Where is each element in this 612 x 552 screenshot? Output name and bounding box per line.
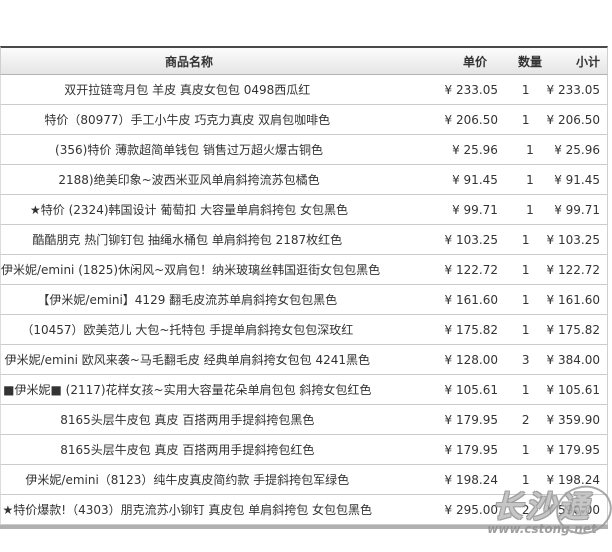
product-name: 伊米妮/emini 欧风来袭~马毛翻毛皮 经典单肩斜挎女包包 4241黑色 — [4, 353, 370, 367]
table-bottom-bar — [0, 525, 608, 529]
quantity: 1 — [526, 202, 534, 217]
unit-price: ¥ 99.71 — [452, 202, 498, 217]
table-row: （10457）欧美范儿 大包~托特包 手提单肩斜挎女包包深玫红 ¥ 175.82… — [0, 315, 608, 345]
product-name: 8165头层牛皮包 真皮 百搭两用手提斜挎包红色 — [60, 443, 315, 457]
unit-price: ¥ 128.00 — [444, 352, 498, 367]
table-row: 特价（80977）手工小牛皮 巧克力真皮 双肩包咖啡色 ¥ 206.50 1 ¥… — [0, 105, 608, 135]
subtotal: ¥ 206.50 — [546, 112, 600, 127]
table-row: ■伊米妮■ (2117)花样女孩~实用大容量花朵单肩包包 斜挎女包红色 ¥ 10… — [0, 375, 608, 405]
quantity: 1 — [521, 82, 530, 97]
quantity: 3 — [521, 352, 530, 367]
unit-price: ¥ 161.60 — [444, 292, 498, 307]
subtotal: ¥ 590.00 — [546, 502, 600, 517]
product-name: 8165头层牛皮包 真皮 百搭两用手提斜挎包黑色 — [60, 413, 315, 427]
subtotal: ¥ 359.90 — [546, 412, 600, 427]
header-product-name: 商品名称 — [164, 54, 213, 69]
table-row: (356)特价 薄款超简单钱包 销售过万超火爆古铜色 ¥ 25.96 1 ¥ 2… — [0, 135, 608, 165]
quantity: 1 — [521, 442, 530, 457]
quantity: 1 — [521, 382, 530, 397]
subtotal: ¥ 161.60 — [546, 292, 600, 307]
unit-price: ¥ 295.00 — [444, 502, 498, 517]
product-name: 双开拉链弯月包 羊皮 真皮女包包 0498西瓜红 — [64, 83, 311, 97]
subtotal: ¥ 233.05 — [546, 82, 600, 97]
table-row: 伊米妮/emini 欧风来袭~马毛翻毛皮 经典单肩斜挎女包包 4241黑色 ¥ … — [0, 345, 608, 375]
product-name: (356)特价 薄款超简单钱包 销售过万超火爆古铜色 — [55, 143, 323, 157]
product-name: 伊米妮/emini（8123）纯牛皮真皮简约款 手提斜挎包军绿色 — [25, 473, 350, 487]
subtotal: ¥ 103.25 — [546, 232, 600, 247]
table-row: ★特价爆款!（4303）朋克流苏小铆钉 真皮包 单肩斜挎包 女包包黑色 ¥ 29… — [0, 495, 608, 525]
quantity: 1 — [521, 322, 530, 337]
product-name: 2188)绝美印象~波西米亚风单肩斜挎流苏包橘色 — [58, 173, 320, 187]
subtotal: ¥ 122.72 — [546, 262, 600, 277]
order-table: 商品名称 单价 数量 小计 双开拉链弯月包 羊皮 真皮女包包 0498西瓜红 ¥… — [0, 46, 608, 529]
subtotal: ¥ 91.45 — [554, 172, 600, 187]
table-row: ★特价 (2324)韩国设计 葡萄扣 大容量单肩斜挎包 女包黑色 ¥ 99.71… — [0, 195, 608, 225]
unit-price: ¥ 233.05 — [444, 82, 498, 97]
unit-price: ¥ 122.72 — [444, 262, 498, 277]
header-quantity: 数量 — [517, 54, 542, 69]
table-header-row: 商品名称 单价 数量 小计 — [0, 46, 608, 75]
table-row: 【伊米妮/emini】4129 翻毛皮流苏单肩斜挎女包包黑色 ¥ 161.60 … — [0, 285, 608, 315]
quantity: 1 — [526, 142, 534, 157]
product-name: ★特价 (2324)韩国设计 葡萄扣 大容量单肩斜挎包 女包黑色 — [30, 203, 348, 217]
table-row: 8165头层牛皮包 真皮 百搭两用手提斜挎包黑色 ¥ 179.95 2 ¥ 35… — [0, 405, 608, 435]
quantity: 1 — [521, 232, 530, 247]
quantity: 2 — [521, 502, 530, 517]
unit-price: ¥ 103.25 — [444, 232, 498, 247]
product-name: 伊米妮/emini (1825)休闲风~双肩包！纳米玻璃丝韩国逛街女包包黑色 — [1, 263, 381, 277]
subtotal: ¥ 179.95 — [546, 442, 600, 457]
product-name: ■伊米妮■ (2117)花样女孩~实用大容量花朵单肩包包 斜挎女包红色 — [3, 383, 372, 397]
unit-price: ¥ 179.95 — [444, 412, 498, 427]
quantity: 1 — [521, 292, 530, 307]
table-row: 双开拉链弯月包 羊皮 真皮女包包 0498西瓜红 ¥ 233.05 1 ¥ 23… — [0, 75, 608, 105]
header-subtotal: 小计 — [575, 54, 600, 69]
order-table-body: 双开拉链弯月包 羊皮 真皮女包包 0498西瓜红 ¥ 233.05 1 ¥ 23… — [0, 75, 608, 525]
unit-price: ¥ 105.61 — [444, 382, 498, 397]
product-name: 酷酷朋克 热门铆钉包 抽绳水桶包 单肩斜挎包 2187枚红色 — [32, 233, 343, 247]
product-name: ★特价爆款!（4303）朋克流苏小铆钉 真皮包 单肩斜挎包 女包包黑色 — [2, 503, 373, 517]
subtotal: ¥ 105.61 — [546, 382, 600, 397]
unit-price: ¥ 175.82 — [444, 322, 498, 337]
product-name: 【伊米妮/emini】4129 翻毛皮流苏单肩斜挎女包包黑色 — [37, 293, 338, 307]
unit-price: ¥ 25.96 — [452, 142, 498, 157]
table-row: 8165头层牛皮包 真皮 百搭两用手提斜挎包红色 ¥ 179.95 1 ¥ 17… — [0, 435, 608, 465]
quantity: 1 — [526, 172, 534, 187]
unit-price: ¥ 198.24 — [444, 472, 498, 487]
subtotal: ¥ 99.71 — [554, 202, 600, 217]
header-unit-price: 单价 — [462, 54, 487, 69]
table-row: 伊米妮/emini (1825)休闲风~双肩包！纳米玻璃丝韩国逛街女包包黑色 ¥… — [0, 255, 608, 285]
table-row: 2188)绝美印象~波西米亚风单肩斜挎流苏包橘色 ¥ 91.45 1 ¥ 91.… — [0, 165, 608, 195]
unit-price: ¥ 91.45 — [452, 172, 498, 187]
subtotal: ¥ 384.00 — [546, 352, 600, 367]
unit-price: ¥ 206.50 — [444, 112, 498, 127]
product-name: （10457）欧美范儿 大包~托特包 手提单肩斜挎女包包深玫红 — [21, 323, 354, 337]
product-name: 特价（80977）手工小牛皮 巧克力真皮 双肩包咖啡色 — [44, 113, 331, 127]
subtotal: ¥ 198.24 — [546, 472, 600, 487]
quantity: 1 — [521, 112, 530, 127]
subtotal: ¥ 25.96 — [554, 142, 600, 157]
table-row: 伊米妮/emini（8123）纯牛皮真皮简约款 手提斜挎包军绿色 ¥ 198.2… — [0, 465, 608, 495]
table-row: 酷酷朋克 热门铆钉包 抽绳水桶包 单肩斜挎包 2187枚红色 ¥ 103.25 … — [0, 225, 608, 255]
quantity: 1 — [521, 472, 530, 487]
quantity: 2 — [521, 412, 530, 427]
subtotal: ¥ 175.82 — [546, 322, 600, 337]
quantity: 1 — [521, 262, 530, 277]
unit-price: ¥ 179.95 — [444, 442, 498, 457]
